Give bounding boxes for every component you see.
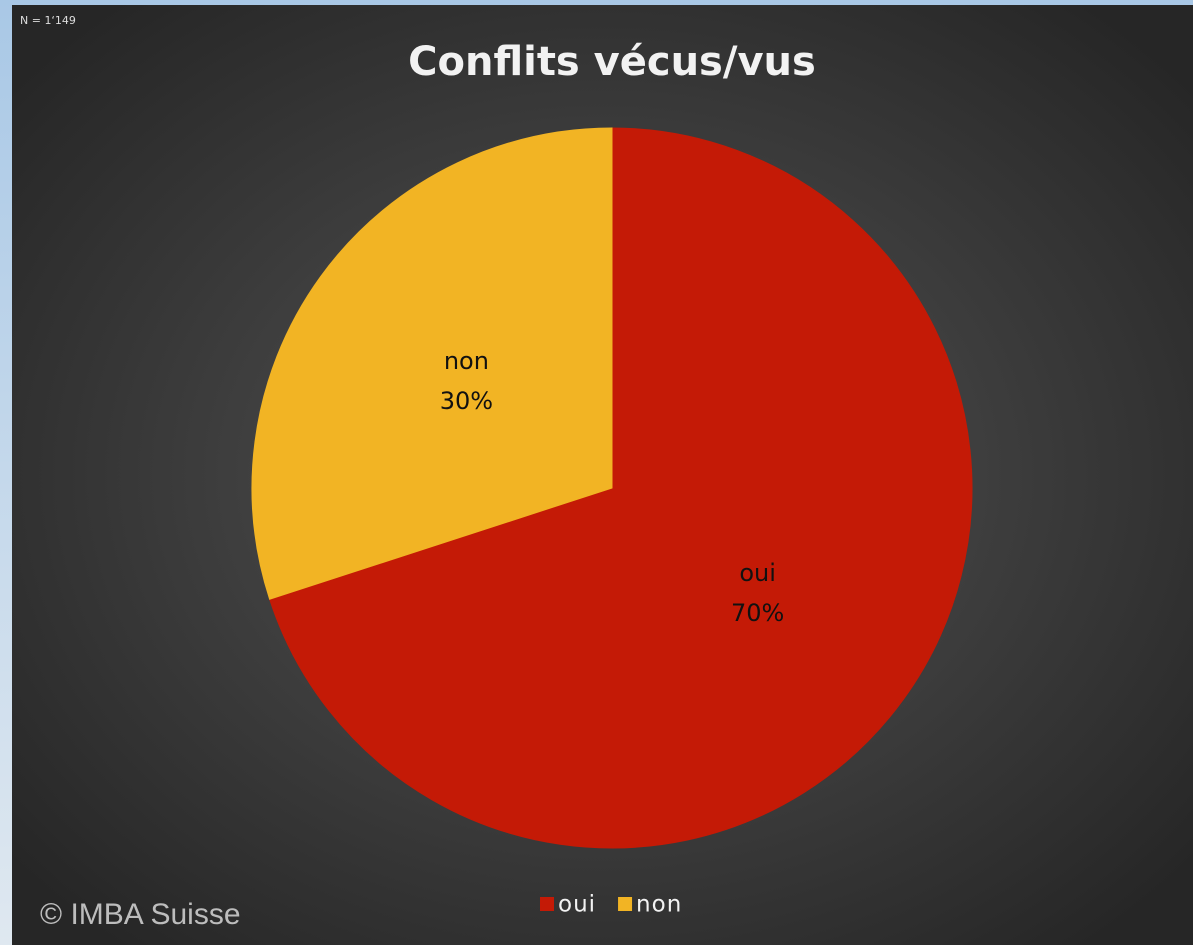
legend-swatch	[618, 897, 632, 911]
chart: N = 1‘149 Conflits vécus/vus © IMBA Suis…	[0, 0, 1193, 945]
slice-category-label: non	[444, 347, 489, 375]
legend-swatch	[540, 897, 554, 911]
watermark: © IMBA Suisse	[40, 898, 241, 931]
slice-category-label: oui	[739, 559, 776, 587]
legend-label: non	[636, 892, 682, 918]
sample-note: N = 1‘149	[20, 14, 76, 27]
page: N = 1‘149 Conflits vécus/vus © IMBA Suis…	[0, 0, 1193, 945]
legend-label: oui	[558, 892, 596, 918]
slice-value-label: 30%	[440, 387, 493, 415]
chart-title: Conflits vécus/vus	[408, 39, 816, 85]
slice-value-label: 70%	[731, 599, 784, 627]
